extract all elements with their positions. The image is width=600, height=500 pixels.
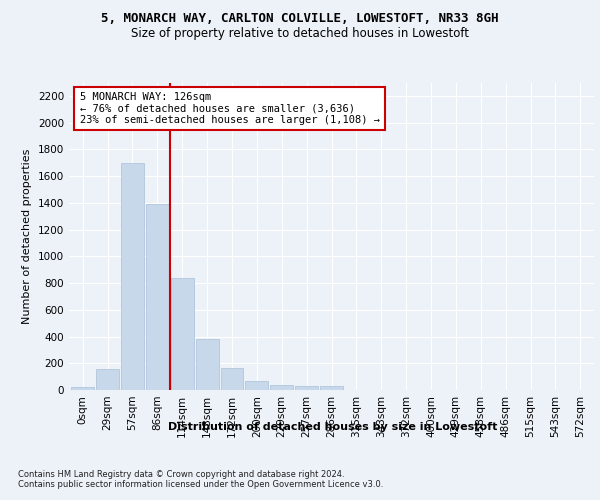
Bar	[221, 368, 244, 390]
Bar	[171, 278, 194, 390]
Text: Distribution of detached houses by size in Lowestoft: Distribution of detached houses by size …	[169, 422, 497, 432]
Bar	[71, 388, 94, 390]
Text: 5, MONARCH WAY, CARLTON COLVILLE, LOWESTOFT, NR33 8GH: 5, MONARCH WAY, CARLTON COLVILLE, LOWEST…	[101, 12, 499, 26]
Text: Size of property relative to detached houses in Lowestoft: Size of property relative to detached ho…	[131, 28, 469, 40]
Bar	[245, 382, 268, 390]
Bar	[146, 204, 169, 390]
Bar	[96, 370, 119, 390]
Bar	[196, 338, 218, 390]
Text: 5 MONARCH WAY: 126sqm
← 76% of detached houses are smaller (3,636)
23% of semi-d: 5 MONARCH WAY: 126sqm ← 76% of detached …	[79, 92, 380, 125]
Bar	[320, 386, 343, 390]
Bar	[121, 162, 144, 390]
Text: Contains HM Land Registry data © Crown copyright and database right 2024.
Contai: Contains HM Land Registry data © Crown c…	[18, 470, 383, 490]
Bar	[270, 384, 293, 390]
Y-axis label: Number of detached properties: Number of detached properties	[22, 148, 32, 324]
Bar	[295, 386, 318, 390]
